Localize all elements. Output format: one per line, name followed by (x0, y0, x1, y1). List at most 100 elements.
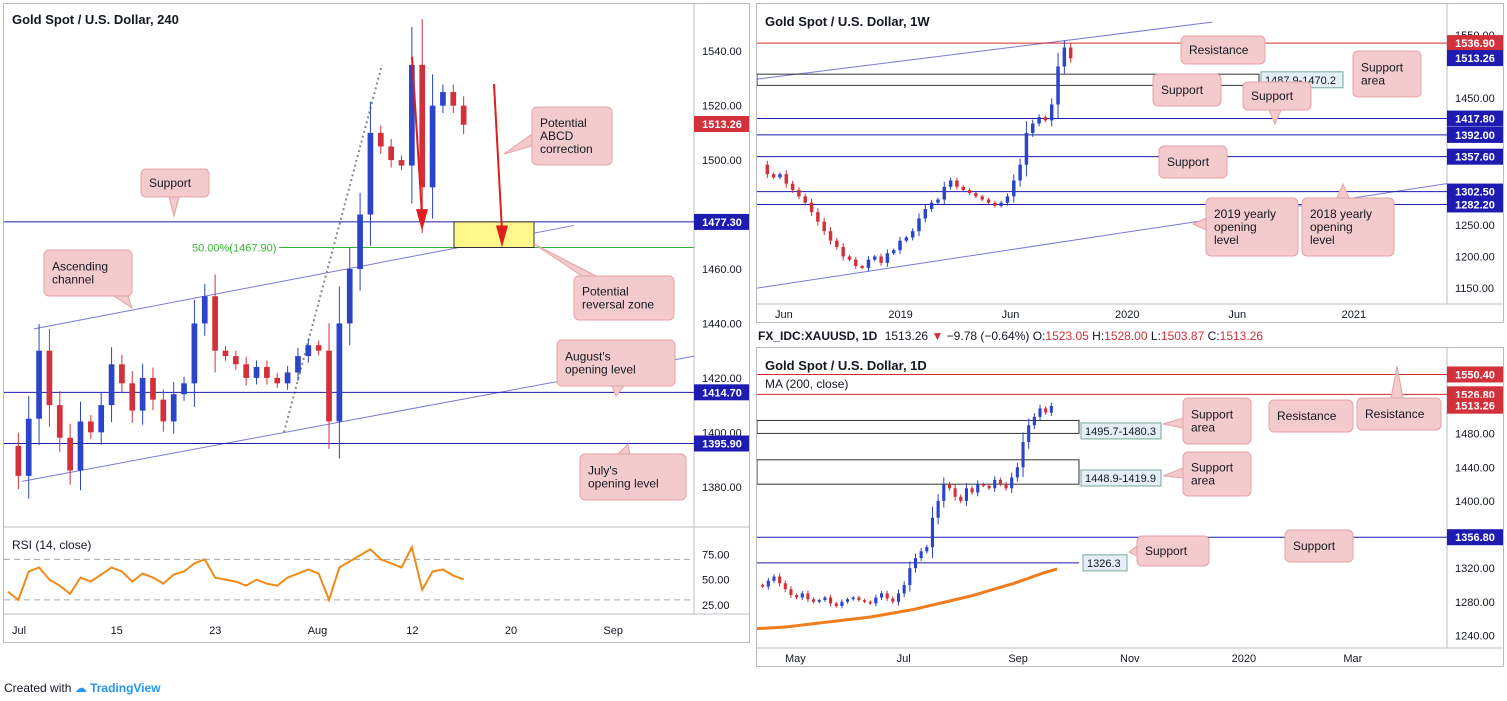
weekly-candle (835, 240, 839, 247)
callout-support-3[interactable]: Support (1158, 145, 1228, 179)
daily-candle (783, 583, 787, 590)
callout-august-open-box (556, 339, 676, 387)
daily-candle (1038, 408, 1042, 417)
abcd-leg-dotted (283, 64, 383, 433)
price-tag: 1392.00 (1455, 130, 1495, 142)
time-axis-tick: 2020 (1232, 653, 1256, 665)
callout-2018-open-tail (1336, 182, 1350, 199)
daily-candle (1032, 416, 1036, 426)
h4-candle (398, 160, 405, 166)
h4-candle (87, 421, 94, 433)
h4-candle (440, 92, 446, 106)
callout-ascending-channel-box (43, 249, 133, 297)
weekly-candle (771, 174, 776, 178)
callout-support-1[interactable]: Support (1128, 535, 1210, 567)
weekly-candle (790, 183, 795, 190)
callout-resistance-box (1180, 35, 1266, 65)
weekly-candle (917, 218, 921, 232)
callout-august-open-tail (611, 385, 626, 397)
high-value: 1528.00 (1104, 329, 1148, 343)
callout-support-2-tail (1268, 109, 1282, 126)
weekly-candle (803, 196, 807, 203)
weekly-candle (974, 193, 978, 197)
h4-candle (222, 350, 229, 357)
callout-2019-open[interactable]: 2019 yearly opening level (1191, 197, 1299, 257)
callout-support[interactable]: Support (140, 168, 210, 218)
daily-candle (834, 603, 838, 606)
callout-reversal-zone-tail (533, 243, 597, 277)
callout-july-open[interactable]: July's opening level (579, 442, 687, 501)
weekly-chart[interactable]: Gold Spot / U.S. Dollar, 1W1487.9-1470.2… (757, 4, 1504, 323)
h4-candle (56, 405, 63, 438)
arrow-cd-icon (496, 225, 508, 248)
weekly-candle (1031, 123, 1035, 133)
callout-resistance-2-tail (1390, 365, 1404, 399)
zone-label: 1495.7-1480.3 (1085, 426, 1156, 438)
weekly-candle (1062, 47, 1067, 67)
callout-abcd-tail (503, 133, 533, 155)
callout-support-area-2[interactable]: Support area (1162, 451, 1252, 497)
h4-candle (98, 405, 105, 433)
low-value: 1503.87 (1160, 329, 1205, 343)
callout-2019-open-text: 2019 yearly opening level (1214, 207, 1276, 247)
callout-support-2[interactable]: Support (1284, 529, 1354, 563)
callout-ascending-channel[interactable]: Ascending channel (43, 249, 133, 310)
daily-candle (953, 488, 957, 497)
callout-abcd[interactable]: Potential ABCD correction (503, 106, 613, 166)
callout-support-tail (168, 196, 180, 218)
support-area-box (757, 73, 1260, 86)
h4-candle (108, 364, 115, 406)
callout-support-area[interactable]: Support area (1352, 50, 1422, 98)
h4-chart-panel[interactable]: Gold Spot / U.S. Dollar, 240 50.00%(1467.… (3, 3, 750, 643)
h4-candle (67, 437, 73, 471)
callout-resistance[interactable]: Resistance (1180, 35, 1266, 65)
h4-chart[interactable]: Gold Spot / U.S. Dollar, 240 50.00%(1467.… (4, 4, 750, 643)
open-label: O: (1032, 329, 1046, 343)
h4-candle (367, 132, 374, 215)
time-axis-tick: 23 (209, 625, 221, 637)
price-axis-tick: 1150.00 (1455, 283, 1494, 295)
price-tag-bg (1447, 110, 1503, 127)
weekly-candle (1056, 66, 1060, 105)
daily-candle (800, 593, 804, 598)
daily-candle (812, 599, 816, 602)
time-axis-tick: Aug (308, 625, 328, 637)
weekly-candle (828, 231, 833, 241)
weekly-candle (873, 256, 877, 260)
daily-candle (806, 593, 810, 600)
h4-candle (46, 350, 53, 406)
footer-created-with: Created with (4, 681, 72, 695)
callout-support-area-box (1352, 50, 1422, 98)
callout-resistance-2[interactable]: Resistance (1356, 365, 1442, 431)
daily-candle (1010, 477, 1014, 489)
time-axis-tick: 20 (505, 625, 517, 637)
callout-support-2[interactable]: Support (1242, 81, 1312, 126)
callout-2018-open[interactable]: 2018 yearly opening level (1301, 182, 1395, 257)
price-axis-tick: 1460.00 (702, 264, 742, 276)
support-area-box (757, 419, 1080, 434)
callout-support-area-1-tail (1162, 417, 1184, 429)
callout-support-area-2-text: Support area (1191, 461, 1234, 488)
time-axis-tick: 15 (111, 625, 123, 637)
daily-chart-panel[interactable]: Gold Spot / U.S. Dollar, 1D MA (200, clos… (756, 347, 1504, 667)
callout-support-1-box (1136, 535, 1210, 567)
callout-august-open[interactable]: August's opening level (556, 339, 676, 397)
footer-brand[interactable]: TradingView (90, 681, 161, 695)
weekly-candle (1049, 104, 1054, 121)
weekly-candle (879, 256, 883, 263)
weekly-candle (841, 247, 845, 257)
weekly-candle (797, 190, 801, 197)
callout-support-area-text: Support area (1361, 61, 1404, 88)
callout-reversal-zone[interactable]: Potential reversal zone (533, 243, 675, 321)
callout-resistance-2-box (1356, 397, 1442, 431)
callout-support-1[interactable]: Support (1152, 73, 1222, 107)
chart-title: Gold Spot / U.S. Dollar, 240 (12, 12, 179, 27)
price-tag: 1477.30 (702, 217, 742, 229)
weekly-chart-panel[interactable]: Gold Spot / U.S. Dollar, 1W 1487.9-1470.2… (756, 3, 1504, 323)
callout-ascending-channel-tail (112, 295, 133, 310)
callout-resistance-1[interactable]: Resistance (1268, 399, 1354, 433)
callout-support-area-1-text: Support area (1191, 408, 1234, 435)
daily-chart[interactable]: Gold Spot / U.S. Dollar, 1D MA (200, clos… (757, 348, 1504, 667)
price-change: −9.78 (−0.64%) (946, 329, 1030, 343)
callout-support-area-1[interactable]: Support area (1162, 397, 1252, 445)
